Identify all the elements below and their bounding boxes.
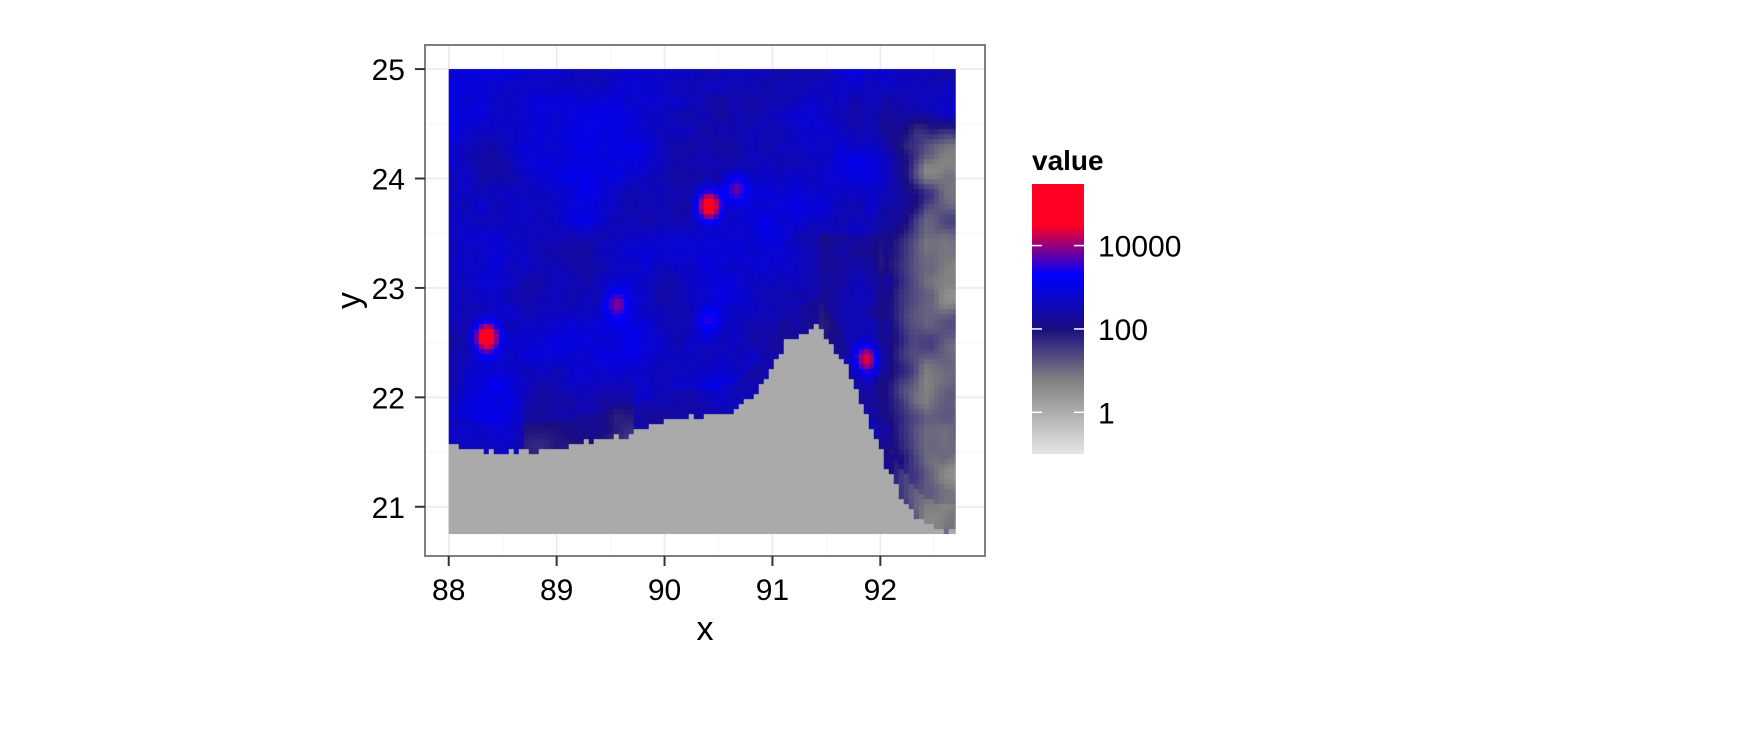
x-tick-label: 91 [756, 574, 789, 607]
legend-break-label: 1 [1098, 397, 1115, 430]
x-tick-label: 89 [540, 574, 573, 607]
x-axis-title: x [697, 610, 714, 648]
y-axis-title: y [330, 292, 368, 309]
legend: value 1 100 10000 [1032, 145, 1181, 454]
legend-title: value [1032, 145, 1104, 176]
y-tick-label: 23 [372, 273, 405, 306]
y-axis: 21 22 23 24 25 [372, 54, 425, 525]
legend-ticks: 1 100 10000 [1032, 231, 1181, 430]
x-tick-label: 88 [432, 574, 465, 607]
y-tick-label: 25 [372, 54, 405, 87]
x-tick-label: 92 [864, 574, 897, 607]
y-tick-label: 22 [372, 382, 405, 415]
legend-colorbar [1032, 184, 1084, 454]
x-axis: 88 89 90 91 92 [432, 556, 897, 607]
legend-break-label: 100 [1098, 314, 1148, 347]
y-tick-label: 21 [372, 492, 405, 525]
x-tick-label: 90 [648, 574, 681, 607]
heatmap-cells [448, 69, 956, 535]
plot-panel-border [424, 44, 986, 557]
legend-break-label: 10000 [1098, 231, 1181, 264]
y-tick-label: 24 [372, 163, 405, 196]
heatmap-raster [448, 69, 956, 535]
